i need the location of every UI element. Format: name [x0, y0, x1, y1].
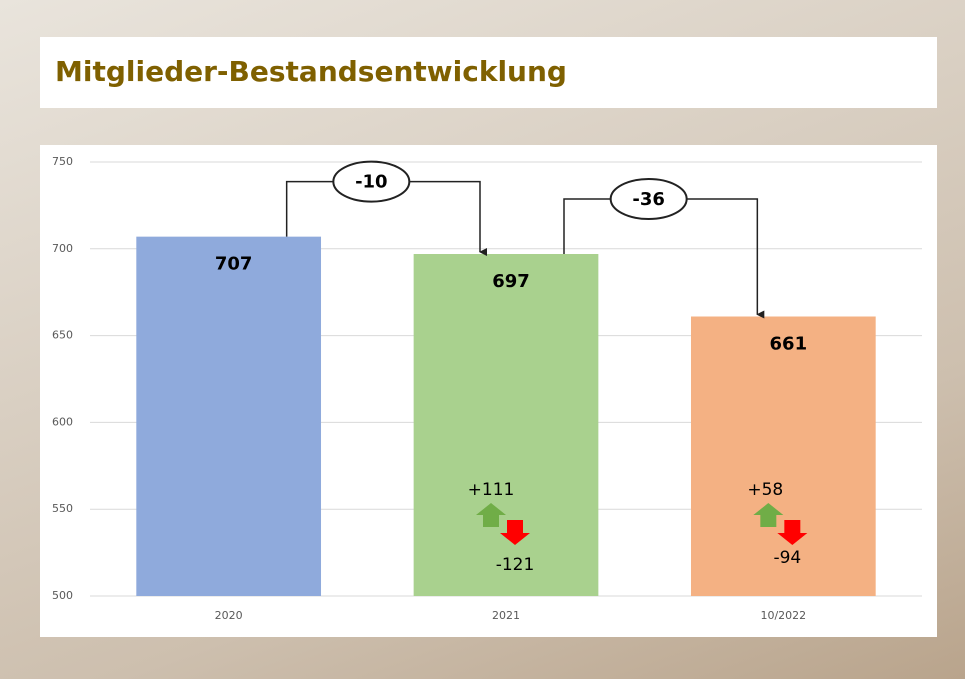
- data-label: 661: [770, 334, 808, 355]
- change-label: -36: [632, 189, 665, 210]
- data-label: 707: [215, 254, 253, 275]
- y-tick-label: 600: [52, 415, 73, 428]
- x-tick-label: 2021: [492, 609, 520, 622]
- inflow-label: +58: [747, 480, 783, 500]
- page: Mitglieder-Bestandsentwicklung 500550600…: [0, 0, 965, 679]
- inflow-label: +111: [468, 480, 515, 500]
- bar: [136, 237, 321, 596]
- x-tick-label: 10/2022: [760, 609, 806, 622]
- y-tick-label: 750: [52, 155, 73, 168]
- y-tick-label: 550: [52, 502, 73, 515]
- outflow-label: -94: [773, 548, 801, 568]
- bar: [414, 254, 599, 596]
- data-label: 697: [492, 271, 530, 292]
- y-tick-label: 500: [52, 589, 73, 602]
- chart: 500 550 600 650 700 750 2020 707 2021 697 10/2022 6…: [0, 0, 965, 679]
- y-tick-label: 700: [52, 242, 73, 255]
- outflow-label: -121: [496, 555, 535, 575]
- y-tick-label: 650: [52, 329, 73, 342]
- change-label: -10: [355, 172, 388, 193]
- x-tick-label: 2020: [215, 609, 243, 622]
